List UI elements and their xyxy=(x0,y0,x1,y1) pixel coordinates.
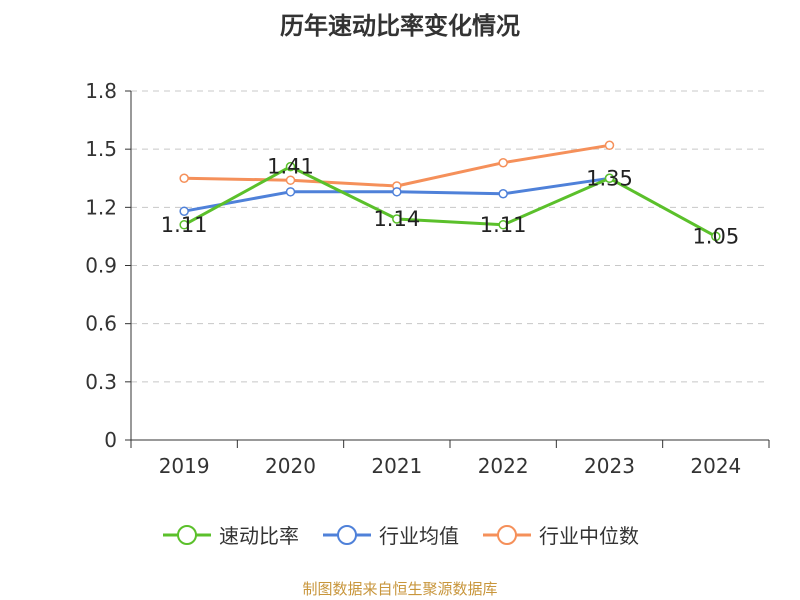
data-point-series-1 xyxy=(392,187,402,197)
legend-swatch-industry-median xyxy=(483,524,531,545)
y-tick-label: 0.9 xyxy=(85,254,117,278)
legend-label-industry-mean: 行业均值 xyxy=(379,524,459,548)
data-label: 1.35 xyxy=(586,166,633,190)
data-label: 1.05 xyxy=(692,224,739,248)
x-tick-label: 2021 xyxy=(371,454,422,478)
source-note: 制图数据来自恒生聚源数据库 xyxy=(302,580,498,598)
data-label: 1.41 xyxy=(267,155,314,179)
data-point-series-2 xyxy=(179,173,189,183)
data-point-series-1 xyxy=(285,187,296,197)
data-point-series-0 xyxy=(604,173,615,183)
data-label: 1.14 xyxy=(373,207,420,231)
legend-label-industry-median: 行业中位数 xyxy=(539,524,639,548)
x-tick-label: 2020 xyxy=(265,454,316,478)
data-point-series-0 xyxy=(392,214,402,224)
data-point-series-0 xyxy=(711,231,721,242)
data-point-series-1 xyxy=(179,206,189,216)
y-tick-label: 0.3 xyxy=(85,370,117,394)
legend-swatch-quick-ratio xyxy=(163,524,211,545)
data-point-series-2 xyxy=(498,157,508,168)
data-point-series-0 xyxy=(179,220,189,230)
x-tick-label: 2022 xyxy=(478,454,529,478)
data-point-series-0 xyxy=(285,161,296,172)
x-tick-label: 2023 xyxy=(584,454,635,478)
x-tick-label: 2024 xyxy=(690,454,741,478)
legend-swatch-industry-mean xyxy=(323,524,371,545)
legend: 速动比率 行业均值 行业中位数 xyxy=(0,520,800,549)
data-point-series-1 xyxy=(498,189,508,199)
data-label: 1.11 xyxy=(480,213,527,237)
y-tick-label: 1.2 xyxy=(85,195,117,219)
chart-title: 历年速动比率变化情况 xyxy=(280,12,520,40)
data-label: 1.11 xyxy=(161,213,208,237)
data-point-series-2 xyxy=(604,140,615,151)
legend-item-industry-median[interactable]: 行业中位数 xyxy=(481,520,639,549)
data-point-series-2 xyxy=(285,175,296,185)
line-chart: 0 0.3 0.6 0.9 1.2 1.5 1.8 2019 2020 2021 2022 2023 2… xyxy=(85,79,770,478)
x-tick-label: 2019 xyxy=(159,454,210,478)
legend-item-industry-mean[interactable]: 行业均值 xyxy=(321,520,459,549)
series-line-0 xyxy=(183,165,717,238)
y-tick-label: 0.6 xyxy=(85,312,117,336)
legend-item-quick-ratio[interactable]: 速动比率 xyxy=(161,520,299,549)
y-tick-label: 1.5 xyxy=(85,137,117,161)
y-tick-label: 0 xyxy=(104,428,117,452)
legend-label-quick-ratio: 速动比率 xyxy=(219,524,299,548)
data-point-series-0 xyxy=(498,220,508,230)
series-line-2 xyxy=(184,143,610,188)
y-tick-label: 1.8 xyxy=(85,79,117,103)
